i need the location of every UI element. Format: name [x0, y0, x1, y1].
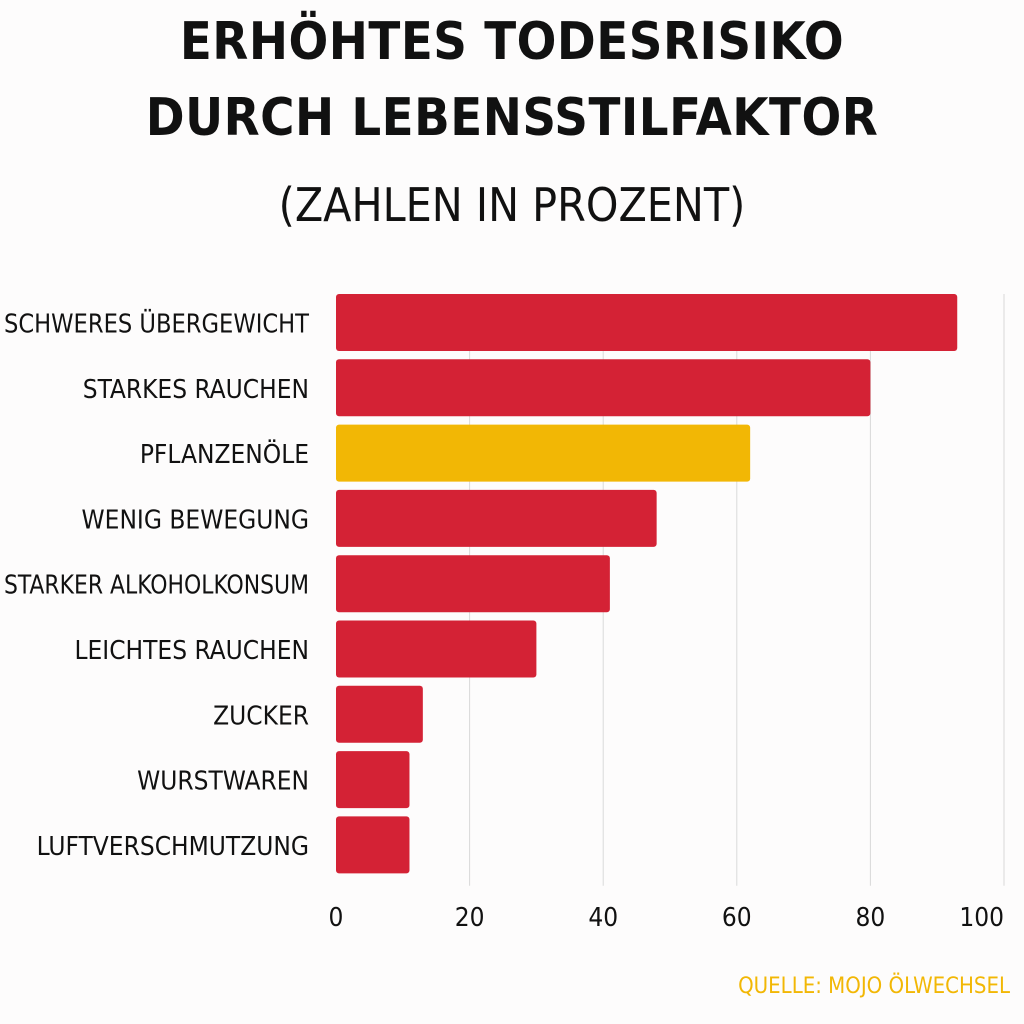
category-label: WENIG BEWEGUNG	[82, 505, 309, 535]
category-label: STARKER ALKOHOLKONSUM	[4, 571, 309, 601]
chart-subtitle: (Zahlen in Prozent)	[278, 178, 746, 232]
bar	[336, 489, 657, 547]
category-label: WURSTWAREN	[137, 767, 309, 797]
category-label: LUFTVERSCHMUTZUNG	[37, 832, 309, 862]
bar	[336, 424, 751, 482]
bar	[336, 294, 958, 351]
category-label: PFLANZENÖLE	[140, 438, 309, 470]
category-label: ZUCKER	[213, 701, 309, 731]
x-tick-label: 20	[455, 903, 485, 933]
source-note: Quelle: Mojo Ölwechsel	[738, 974, 1010, 999]
x-tick-label: 40	[588, 903, 618, 933]
x-tick-label: 100	[959, 903, 1004, 933]
bar	[336, 359, 871, 417]
chart-title-line-2: durch Lebensstilfaktor	[145, 88, 879, 148]
x-tick-label: 0	[329, 903, 344, 933]
bar	[336, 816, 410, 874]
category-label: SCHWERES ÜBERGEWICHT	[4, 308, 310, 340]
category-label: STARKES RAUCHEN	[83, 375, 309, 405]
chart-title-line-1: Erhöhtes Todesrisiko	[179, 12, 845, 72]
x-tick-label: 60	[722, 903, 752, 933]
bar	[336, 751, 410, 809]
category-label: LEICHTES RAUCHEN	[75, 636, 310, 666]
bar	[336, 620, 537, 678]
x-tick-label: 80	[856, 903, 886, 933]
bar	[336, 685, 423, 743]
bar	[336, 555, 610, 613]
